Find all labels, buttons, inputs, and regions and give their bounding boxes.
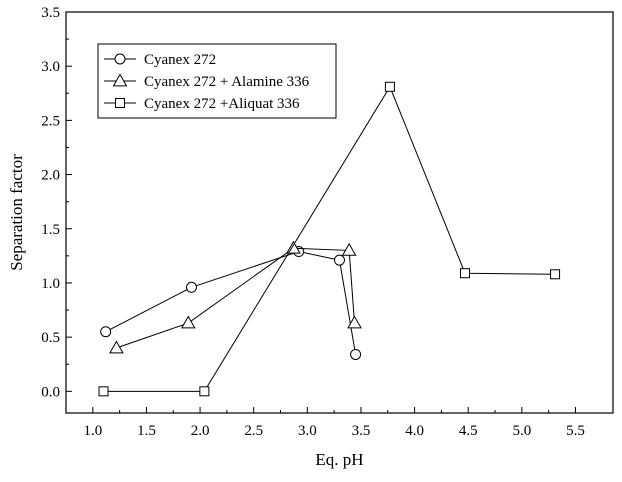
x-tick-label: 5.0	[512, 423, 531, 439]
x-tick-label: 5.5	[566, 423, 585, 439]
y-tick-label: 0.0	[41, 384, 60, 400]
x-tick-label: 3.0	[298, 423, 317, 439]
y-tick-label: 2.0	[41, 168, 60, 184]
data-point	[459, 268, 470, 279]
y-tick-label: 2.5	[41, 113, 60, 129]
series-2	[109, 240, 362, 354]
series-3	[98, 81, 561, 397]
data-point	[185, 281, 197, 293]
y-tick-label: 3.5	[41, 5, 60, 21]
data-point	[109, 340, 124, 354]
plot-frame	[65, 11, 614, 414]
data-point	[550, 269, 561, 280]
y-tick-label: 1.5	[41, 222, 60, 238]
data-point	[199, 386, 210, 397]
legend-box	[97, 43, 337, 119]
legend-label: Cyanex 272 + Alamine 336	[144, 74, 310, 90]
x-tick-label: 2.0	[191, 423, 210, 439]
series-line	[116, 247, 356, 349]
x-tick-label: 1.5	[137, 423, 156, 439]
axes: 1.0 1.5 2.0 2.5 3.0 3.5 4.0 4.5 5.0 5.5 0.0 0.5 1.0 1…	[41, 5, 614, 439]
data-point	[180, 315, 196, 329]
x-tick-label: 2.5	[244, 423, 263, 439]
y-axis-title: Separation factor	[7, 154, 26, 271]
legend-marker	[112, 73, 128, 87]
x-tick-label: 4.0	[405, 423, 424, 439]
x-tick-label: 3.5	[352, 423, 371, 439]
y-tick-label: 0.5	[41, 330, 60, 346]
series-line	[103, 85, 556, 392]
data-point	[350, 348, 362, 360]
y-tick-label: 3.0	[41, 59, 60, 75]
data-point	[341, 242, 357, 256]
data-point	[334, 254, 345, 266]
legend-label: Cyanex 272 +Aliquat 336	[144, 96, 300, 112]
data-point	[100, 326, 112, 338]
series-1	[100, 246, 362, 360]
data-point	[384, 81, 395, 92]
data-point	[98, 386, 109, 397]
x-tick-label: 1.0	[83, 423, 102, 439]
x-tick-label: 4.5	[459, 423, 478, 439]
legend-marker	[115, 98, 125, 108]
legend-label: Cyanex 272	[144, 52, 216, 68]
plot-area	[98, 81, 561, 397]
y-tick-label: 1.0	[41, 276, 60, 292]
x-axis-title: Eq. pH	[315, 450, 363, 469]
data-point	[347, 315, 362, 329]
legend: Cyanex 272 Cyanex 272 + Alamine 336 Cyanex…	[97, 43, 337, 119]
legend-marker	[114, 53, 126, 65]
